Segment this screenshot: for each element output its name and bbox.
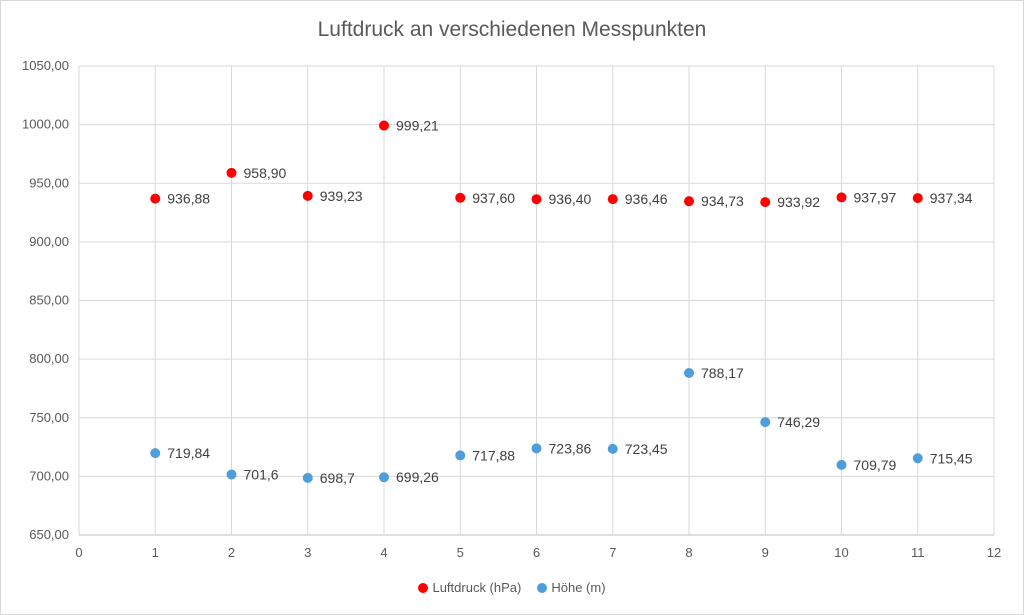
hoehe-data-label: 746,29 <box>777 414 820 430</box>
hoehe-point <box>226 469 237 480</box>
y-tick-label: 800,00 <box>29 351 69 366</box>
y-tick-label: 700,00 <box>29 468 69 483</box>
luftdruck-point <box>302 190 313 201</box>
luftdruck-point <box>531 194 542 205</box>
hoehe-point <box>379 472 389 483</box>
x-tick-label: 0 <box>75 545 82 560</box>
hoehe-point <box>455 450 466 461</box>
hoehe-point <box>150 448 161 459</box>
hoehe-point <box>836 459 847 470</box>
hoehe-data-label: 723,86 <box>549 440 592 456</box>
x-tick-label: 4 <box>380 545 387 560</box>
luftdruck-point <box>455 192 466 203</box>
hoehe-data-label: 723,45 <box>625 441 668 457</box>
hoehe-data-label: 715,45 <box>930 450 973 466</box>
legend: Luftdruck (hPa) Höhe (m) <box>0 580 1024 595</box>
luftdruck-point <box>684 196 694 207</box>
luftdruck-data-label: 939,23 <box>320 188 363 204</box>
luftdruck-point <box>836 192 847 203</box>
hoehe-point <box>760 417 771 428</box>
x-tick-label: 8 <box>685 545 692 560</box>
luftdruck-data-label: 936,40 <box>549 191 592 207</box>
legend-item-hoehe: Höhe (m) <box>537 580 606 595</box>
y-tick-label: 1000,00 <box>22 117 69 132</box>
y-tick-label: 650,00 <box>29 527 69 542</box>
y-tick-label: 950,00 <box>29 175 69 190</box>
luftdruck-data-label: 936,88 <box>167 191 210 207</box>
hoehe-point <box>607 443 618 454</box>
x-tick-label: 9 <box>762 545 769 560</box>
x-tick-label: 2 <box>228 545 235 560</box>
y-tick-label: 750,00 <box>29 410 69 425</box>
luftdruck-point <box>912 193 923 204</box>
y-tick-label: 900,00 <box>29 234 69 249</box>
chart-title: Luftdruck an verschiedenen Messpunkten <box>317 18 707 41</box>
luftdruck-data-label: 999,21 <box>396 118 439 134</box>
luftdruck-data-label: 934,73 <box>701 193 744 209</box>
luftdruck-data-label: 937,97 <box>854 189 897 205</box>
y-tick-label: 850,00 <box>29 293 69 308</box>
x-tick-label: 1 <box>152 545 159 560</box>
luftdruck-data-label: 933,92 <box>777 194 820 210</box>
hoehe-data-label: 719,84 <box>167 445 210 461</box>
hoehe-data-label: 698,7 <box>320 470 355 486</box>
legend-label-hoehe: Höhe (m) <box>551 580 606 595</box>
luftdruck-data-label: 936,46 <box>625 191 668 207</box>
luftdruck-data-label: 958,90 <box>244 165 287 181</box>
hoehe-point <box>684 367 694 378</box>
luftdruck-point <box>379 120 389 131</box>
x-tick-label: 12 <box>987 545 1001 560</box>
legend-label-luftdruck: Luftdruck (hPa) <box>432 580 522 595</box>
x-tick-label: 10 <box>834 545 848 560</box>
legend-item-luftdruck: Luftdruck (hPa) <box>418 580 521 595</box>
x-tick-label: 6 <box>533 545 540 560</box>
hoehe-point <box>531 443 542 454</box>
x-tick-label: 3 <box>304 545 311 560</box>
hoehe-point <box>302 472 313 483</box>
hoehe-data-label: 701,6 <box>244 466 279 482</box>
hoehe-data-label: 717,88 <box>472 447 515 463</box>
x-tick-label: 11 <box>911 545 925 560</box>
x-tick-label: 5 <box>457 545 464 560</box>
hoehe-data-label: 699,26 <box>396 469 439 485</box>
y-tick-label: 1050,00 <box>22 58 69 73</box>
luftdruck-point <box>760 197 771 208</box>
legend-marker-hoehe <box>537 582 548 593</box>
luftdruck-point <box>226 167 237 178</box>
luftdruck-data-label: 937,34 <box>930 190 973 206</box>
luftdruck-point <box>607 194 618 205</box>
hoehe-data-label: 709,79 <box>854 457 897 473</box>
hoehe-data-label: 788,17 <box>701 365 744 381</box>
legend-marker-luftdruck <box>418 582 429 593</box>
x-tick-label: 7 <box>609 545 616 560</box>
hoehe-point <box>912 453 923 464</box>
luftdruck-point <box>150 193 161 204</box>
luftdruck-data-label: 937,60 <box>472 190 515 206</box>
